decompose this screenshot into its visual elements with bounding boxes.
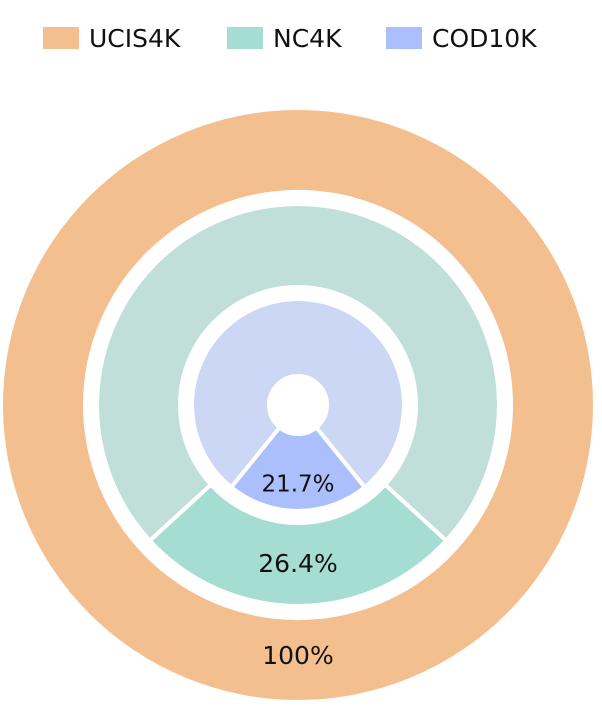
- legend-item-nc4k: NC4K: [227, 22, 341, 54]
- data-label-cod10k: 21.7%: [261, 472, 334, 498]
- legend-label-cod10k: COD10K: [432, 23, 537, 53]
- ring-separator-cod10k: [185, 292, 411, 518]
- legend-swatch-cod10k: [386, 27, 422, 49]
- legend-item-ucis4k: UCIS4K: [43, 22, 180, 54]
- data-label-ucis4k: 100%: [262, 641, 333, 670]
- legend: UCIS4K NC4K COD10K: [0, 22, 602, 54]
- legend-label-nc4k: NC4K: [273, 23, 342, 53]
- legend-swatch-nc4k: [227, 27, 263, 49]
- legend-label-ucis4k: UCIS4K: [89, 23, 181, 53]
- legend-swatch-ucis4k: [43, 27, 79, 49]
- legend-item-cod10k: COD10K: [386, 22, 537, 54]
- ring-separator-nc4k: [90, 197, 506, 613]
- data-label-nc4k: 26.4%: [258, 549, 337, 578]
